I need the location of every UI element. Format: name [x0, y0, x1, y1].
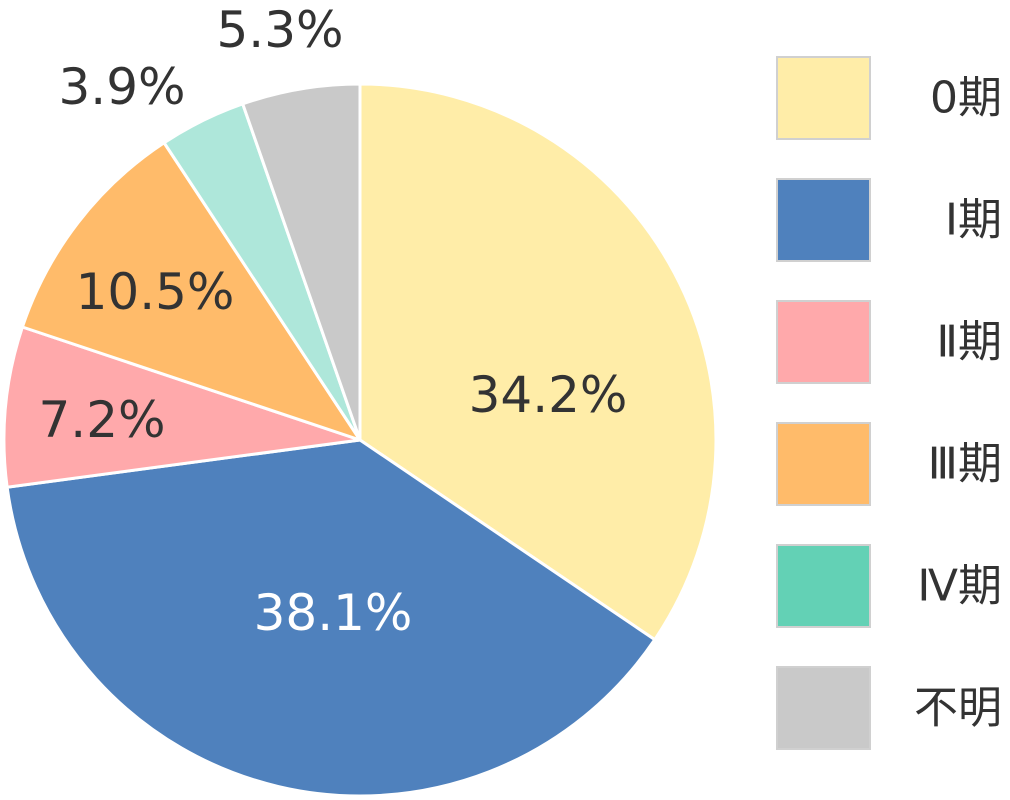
- legend-swatch: [776, 56, 871, 140]
- legend-label: Ⅲ期: [928, 439, 1002, 490]
- slice-value-label: 7.2%: [38, 391, 165, 449]
- legend-label: Ⅰ期: [945, 195, 1002, 246]
- pie-slice-3: [20, 140, 364, 443]
- pie-slice-0: [358, 82, 718, 642]
- slice-value-label: 34.2%: [469, 366, 628, 424]
- legend-swatch: [776, 178, 871, 262]
- pie-slice-1: [5, 438, 657, 798]
- legend-label: Ⅳ期: [917, 561, 1002, 612]
- legend-swatch: [776, 544, 871, 628]
- slice-labels: 34.2% 38.1% 7.2% 10.5% 3.9% 5.3%: [38, 1, 627, 642]
- legend-swatch: [776, 300, 871, 384]
- slice-value-label: 38.1%: [254, 584, 413, 642]
- pie-slices: [2, 82, 718, 798]
- legend-label: 0期: [930, 73, 1002, 124]
- legend-label: 不明: [914, 683, 1002, 734]
- slice-value-label: 5.3%: [216, 1, 343, 59]
- legend-swatch: [776, 666, 871, 750]
- pie-slice-5: [240, 82, 362, 441]
- legend-swatch: [776, 422, 871, 506]
- pie-slice-2: [2, 325, 361, 489]
- slice-value-label: 10.5%: [76, 263, 235, 321]
- legend-label: Ⅱ期: [936, 317, 1002, 368]
- slice-value-label: 3.9%: [58, 58, 185, 116]
